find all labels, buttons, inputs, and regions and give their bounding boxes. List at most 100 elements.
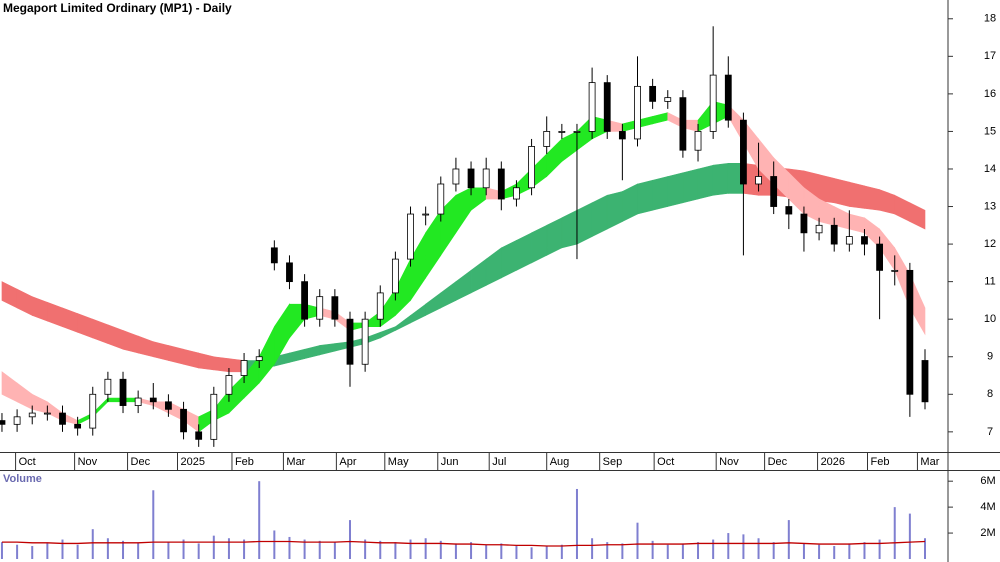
- volume-y-tick-label: 4M: [980, 501, 995, 513]
- band-segment: [909, 202, 926, 230]
- volume-bar: [575, 488, 578, 559]
- volume-bar: [409, 539, 412, 559]
- candle-body: [921, 360, 929, 403]
- y-tick-label: 10: [984, 313, 996, 325]
- candle-body: [513, 187, 520, 200]
- volume-bar: [515, 546, 518, 559]
- x-tick-label: Oct: [19, 456, 36, 468]
- x-tick-label: Aug: [550, 456, 570, 468]
- volume-bar: [802, 543, 805, 559]
- volume-bar: [712, 539, 715, 559]
- band-segment: [576, 202, 593, 245]
- candle-body: [165, 401, 172, 410]
- volume-bar: [787, 520, 790, 559]
- candle-body: [59, 412, 66, 425]
- band-segment: [667, 172, 684, 207]
- x-tick-label: Nov: [719, 456, 739, 468]
- candle-body: [13, 416, 21, 425]
- band-segment: [712, 163, 729, 196]
- candle-body: [861, 236, 868, 245]
- x-tick-label: Oct: [657, 456, 674, 468]
- x-tick-label: 2026: [821, 456, 845, 468]
- volume-bar: [439, 540, 442, 559]
- volume-bar: [122, 540, 125, 559]
- candle-body: [679, 97, 687, 151]
- y-tick-label: 16: [984, 88, 996, 100]
- candle-body: [225, 375, 233, 395]
- x-tick-label: Jun: [441, 456, 459, 468]
- y-tick-label: 11: [984, 276, 995, 288]
- volume-bar: [681, 543, 684, 559]
- volume-bar: [197, 543, 200, 559]
- volume-bar: [46, 543, 49, 559]
- volume-bar: [908, 513, 911, 559]
- volume-bar: [303, 539, 306, 559]
- candle-body: [452, 168, 460, 185]
- volume-bar: [318, 540, 321, 559]
- band-segment: [818, 174, 835, 204]
- candle-body: [649, 85, 657, 102]
- candle-body: [755, 176, 762, 185]
- volume-bar: [878, 539, 881, 559]
- candle-body: [376, 292, 384, 320]
- x-tick-label: Dec: [768, 456, 788, 468]
- volume-bar: [61, 539, 64, 559]
- candle-body: [845, 236, 853, 245]
- volume-bar: [454, 543, 457, 559]
- candle-body: [467, 168, 475, 189]
- candle-body: [391, 258, 399, 294]
- volume-bar: [863, 542, 866, 559]
- volume-bar: [470, 542, 473, 559]
- band-segment: [652, 176, 669, 211]
- y-tick-label: 15: [984, 125, 996, 137]
- volume-bar: [91, 529, 94, 559]
- volume-bar: [636, 522, 639, 559]
- chart-title: Megaport Limited Ordinary (MP1) - Daily: [3, 1, 232, 15]
- candle-body: [407, 213, 414, 260]
- volume-average-line: [1, 540, 926, 547]
- x-tick-label: Jul: [492, 456, 506, 468]
- volume-bar: [651, 540, 654, 559]
- volume-bar: [500, 543, 503, 559]
- volume-bar: [727, 533, 730, 559]
- candle-body: [104, 378, 112, 395]
- band-segment: [637, 179, 653, 215]
- candle-body: [497, 168, 505, 200]
- volume-bar: [273, 530, 276, 559]
- volume-bar: [16, 544, 19, 559]
- volume-bar: [364, 539, 367, 559]
- volume-bar: [923, 538, 926, 559]
- volume-bar: [227, 538, 230, 559]
- volume-bar: [106, 538, 109, 559]
- y-tick-label: 13: [984, 200, 996, 212]
- volume-bar: [333, 542, 336, 559]
- candle-body: [588, 82, 596, 132]
- band-segment: [697, 164, 714, 200]
- x-tick-label: Mar: [920, 456, 939, 468]
- volume-bar: [182, 539, 185, 559]
- candle-body: [785, 206, 793, 215]
- volume-bar: [348, 520, 351, 559]
- x-tick-label: 2025: [180, 456, 204, 468]
- volume-y-tick-label: 6M: [980, 475, 995, 487]
- candle-body: [210, 393, 218, 440]
- volume-bar: [621, 543, 624, 559]
- x-tick-label: Dec: [131, 456, 151, 468]
- candle-body: [316, 296, 324, 320]
- volume-bar: [833, 546, 836, 559]
- band-segment: [833, 177, 850, 207]
- volume-bar: [757, 538, 760, 559]
- candle-body: [240, 360, 248, 376]
- price-pane: [0, 26, 929, 447]
- volume-bar: [152, 490, 155, 559]
- x-tick-label: Sep: [603, 456, 623, 468]
- volume-bar: [545, 546, 548, 559]
- candle-body: [740, 119, 747, 185]
- volume-bar: [530, 547, 533, 559]
- volume-bar: [212, 535, 215, 559]
- candle-body: [346, 318, 354, 365]
- candle-body: [891, 269, 899, 272]
- candle-body: [815, 224, 823, 234]
